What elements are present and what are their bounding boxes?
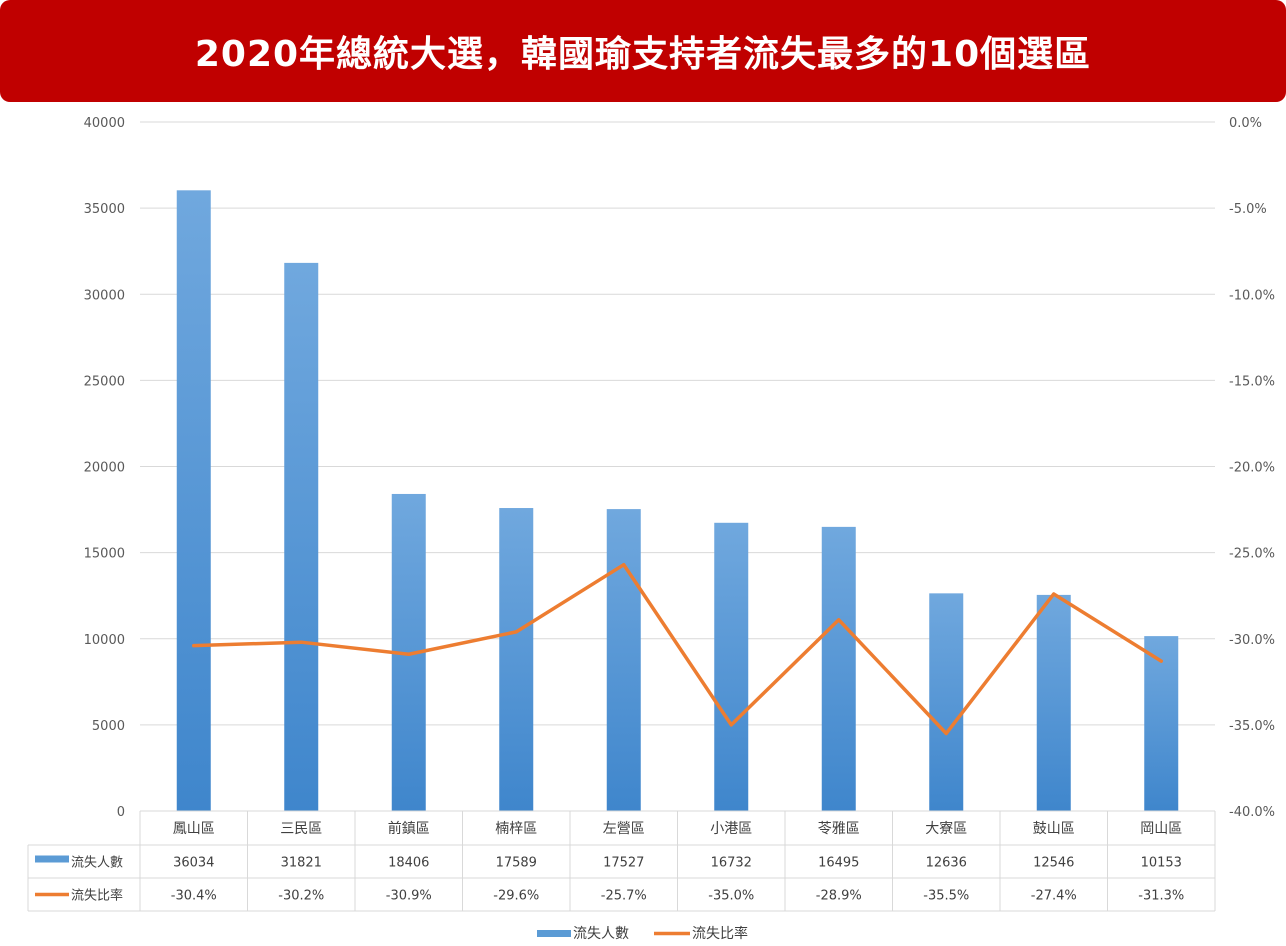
table-cell: -28.9% [816,889,862,904]
line-point-鳳山區 [192,644,196,648]
left-axis-tick-label: 5000 [92,719,125,734]
category-label: 前鎮區 [388,820,430,837]
line-point-楠梓區 [514,630,518,634]
right-axis-tick-label: 0.0% [1229,116,1262,131]
chart-title: 2020年總統大選，韓國瑜支持者流失最多的10個選區 [194,34,1092,75]
bar-岡山區 [1144,636,1179,811]
legend-key-bar [537,930,571,937]
category-label: 左營區 [603,821,645,837]
table-cell: -30.9% [386,889,432,904]
line-point-岡山區 [1159,659,1163,663]
category-label: 楠梓區 [495,821,537,837]
table-cell: 16732 [711,856,752,871]
right-axis-tick-label: -35.0% [1229,719,1275,734]
right-axis-tick-label: -5.0% [1229,202,1267,217]
table-cell: 16495 [818,856,859,871]
table-cell: 17527 [603,856,644,871]
bar-三民區 [284,262,319,811]
bar-大寮區 [929,593,964,811]
left-axis-tick-label: 0 [117,805,125,820]
line-point-左營區 [622,563,626,567]
line-point-大寮區 [944,731,948,735]
table-cell: 18406 [388,856,429,871]
category-label: 三民區 [280,821,322,837]
right-axis-tick-label: -15.0% [1229,374,1275,389]
right-axis-tick-label: -30.0% [1229,633,1275,648]
left-axis-tick-label: 20000 [84,461,125,476]
category-label: 鳳山區 [173,821,215,837]
line-point-苓雅區 [837,618,841,622]
category-label: 岡山區 [1140,821,1182,837]
right-axis-tick-label: -20.0% [1229,461,1275,476]
line-point-前鎮區 [407,652,411,656]
table-cell: -35.5% [923,889,969,904]
table-row-label: 流失比率 [71,888,123,904]
bar-楠梓區 [499,508,534,811]
bar-苓雅區 [821,526,856,811]
left-axis-tick-label: 40000 [84,116,125,131]
table-cell: -30.2% [278,889,324,904]
line-point-鼓山區 [1052,592,1056,596]
table-cell: -25.7% [601,889,647,904]
table-cell: 12546 [1033,856,1074,871]
table-cell: -35.0% [708,889,754,904]
category-label: 小港區 [710,821,752,837]
table-cell: -29.6% [493,889,539,904]
right-axis-tick-label: -40.0% [1229,805,1275,820]
bar-小港區 [714,522,749,811]
legend-label-line: 流失比率 [692,925,748,942]
left-axis-tick-label: 10000 [84,633,125,648]
bar-左營區 [606,509,641,811]
left-axis-tick-label: 35000 [84,202,125,217]
line-series-流失比率 [192,562,1163,736]
right-axis-tick-label: -10.0% [1229,288,1275,303]
table-cell: 17589 [496,856,537,871]
table-cell: 10153 [1141,856,1182,871]
table-cell: 12636 [926,856,967,871]
bar-鼓山區 [1036,594,1071,811]
bar-鳳山區 [176,190,211,812]
table-cell: 36034 [173,856,214,871]
left-axis-tick-label: 15000 [84,547,125,562]
legend-label-bar: 流失人數 [573,926,629,942]
left-axis-tick-label: 25000 [84,374,125,389]
table-row-label: 流失人數 [71,856,123,871]
line-point-小港區 [729,723,733,727]
category-label: 鼓山區 [1033,821,1075,837]
category-label: 大寮區 [925,820,967,837]
table-cell: -30.4% [171,889,217,904]
right-axis-tick-label: -25.0% [1229,547,1275,562]
left-axis-tick-label: 30000 [84,288,125,303]
title-banner: 2020年總統大選，韓國瑜支持者流失最多的10個選區 [0,0,1286,102]
category-label: 苓雅區 [818,820,860,837]
table-cell: -31.3% [1138,889,1184,904]
table-cell: -27.4% [1031,889,1077,904]
line-point-三民區 [299,640,303,644]
table-cell: 31821 [281,856,322,871]
legend-key-bar-table [35,855,69,863]
